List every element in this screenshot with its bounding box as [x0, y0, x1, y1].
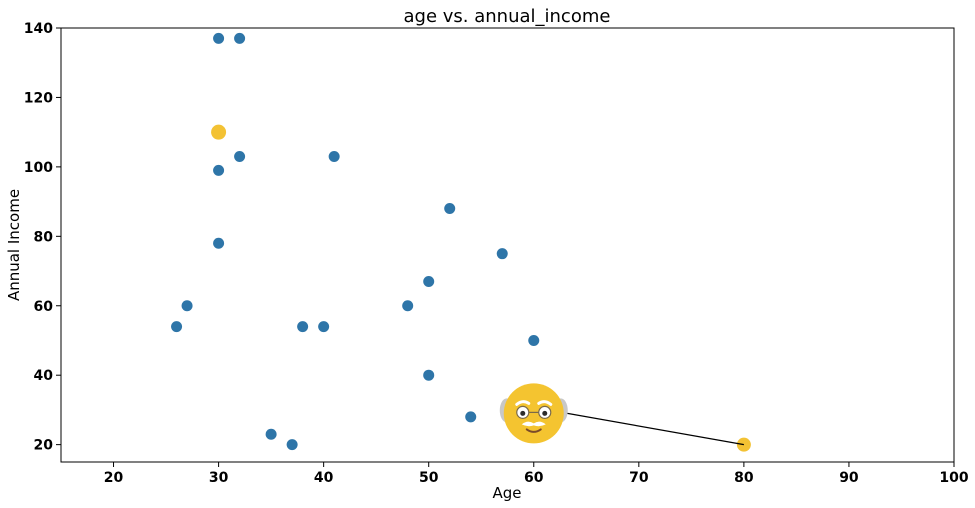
- data-point: [297, 321, 309, 333]
- x-tick-label: 30: [209, 470, 229, 486]
- data-point: [465, 411, 477, 423]
- y-tick-label: 80: [34, 229, 54, 245]
- data-point: [444, 203, 456, 215]
- data-point: [265, 428, 277, 440]
- y-tick-label: 60: [34, 299, 54, 315]
- chart-title: age vs. annual_income: [404, 6, 611, 27]
- x-tick-label: 80: [734, 470, 754, 486]
- y-tick-label: 100: [24, 160, 53, 176]
- plot-area: [60, 27, 955, 463]
- y-tick-label: 40: [34, 368, 54, 384]
- data-point: [181, 300, 193, 312]
- data-point: [286, 439, 298, 451]
- x-tick-label: 20: [104, 470, 124, 486]
- axis-ticks: 20 30 40 50 60 70 80 90 100 20 40 60 80 100 120 140: [24, 21, 969, 486]
- data-point: [423, 369, 435, 381]
- data-point: [213, 32, 225, 44]
- x-axis-label: Age: [492, 484, 521, 502]
- data-point: [213, 164, 225, 176]
- data-point: [528, 334, 540, 346]
- x-tick-label: 40: [314, 470, 334, 486]
- data-point: [402, 300, 414, 312]
- y-axis-label: Annual Income: [5, 189, 23, 301]
- x-tick-label: 100: [939, 470, 968, 486]
- data-point: [496, 248, 508, 260]
- data-point: [171, 321, 183, 333]
- highlight-point: [211, 124, 227, 140]
- data-point: [328, 150, 340, 162]
- x-tick-label: 70: [629, 470, 649, 486]
- x-tick-label: 60: [524, 470, 544, 486]
- x-tick-label: 90: [839, 470, 859, 486]
- y-tick-label: 120: [24, 90, 53, 106]
- annotation-arrow: [561, 411, 744, 446]
- x-tick-label: 50: [419, 470, 439, 486]
- data-points: [171, 32, 751, 452]
- data-point: [234, 150, 246, 162]
- data-point: [213, 237, 225, 249]
- y-tick-label: 140: [24, 21, 53, 37]
- y-tick-label: 20: [34, 438, 54, 454]
- data-point: [234, 32, 246, 44]
- old-man-emoji-icon: [499, 383, 568, 444]
- data-point: [423, 275, 435, 287]
- data-point: [318, 321, 330, 333]
- annotation-layer: [499, 383, 744, 446]
